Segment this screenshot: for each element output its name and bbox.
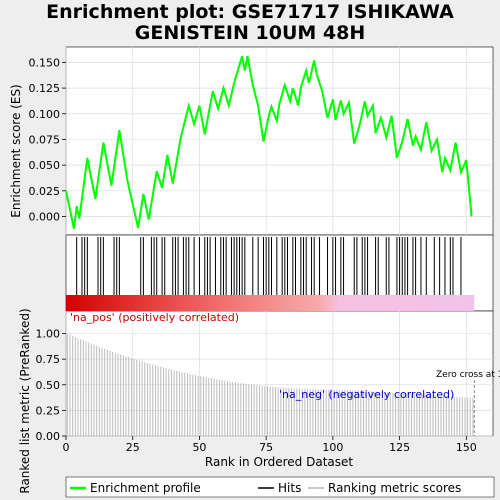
- es-tick-label: 0.000: [29, 211, 61, 224]
- legend-items: Enrichment profile Hits Ranking metric sco…: [70, 481, 461, 495]
- es-tick-label: 0.100: [29, 108, 61, 121]
- hit-markers: [76, 237, 462, 295]
- es-gridlines: [65, 47, 493, 235]
- legend-item: Hits: [258, 481, 301, 495]
- rank-x-tick-label: 50: [192, 441, 206, 454]
- rank-y-tick-label: 0.25: [36, 404, 61, 417]
- neg-correlated-label: 'na_neg' (negatively correlated): [279, 388, 454, 401]
- rank-y-tick-label: 0.50: [36, 379, 61, 392]
- rank-y-axis-label: Ranked list metric (PreRanked): [18, 308, 32, 493]
- es-y-axis-label: Enrichment score (ES): [9, 84, 23, 217]
- rank-x-axis-label: Rank in Ordered Dataset: [205, 455, 353, 469]
- legend-item: Ranking metric scores: [308, 481, 461, 495]
- rank-x-tick-label: 25: [126, 441, 140, 454]
- zero-cross-label: Zero cross at 153: [436, 370, 500, 380]
- legend-label: Ranking metric scores: [328, 481, 461, 495]
- legend-item: Enrichment profile: [70, 481, 201, 495]
- legend-label: Hits: [278, 481, 301, 495]
- es-tick-label: 0.050: [29, 159, 61, 172]
- es-tick-label: 0.125: [29, 82, 61, 95]
- rank-y-ticks: 0.00 0.25 0.50 0.75 1.00: [36, 328, 66, 443]
- es-tick-label: 0.150: [29, 56, 61, 69]
- rank-y-tick-label: 1.00: [36, 328, 61, 341]
- rank-x-tick-label: 100: [322, 441, 343, 454]
- rank-x-ticks: 0 25 50 75 100 125 150: [63, 436, 477, 454]
- title-line-2: GENISTEIN 10UM 48H: [134, 22, 366, 44]
- rank-x-tick-label: 75: [259, 441, 273, 454]
- es-y-ticks: 0.000 0.025 0.050 0.075 0.100 0.125 0.150: [29, 56, 66, 224]
- rank-colorbar: [66, 295, 475, 311]
- pos-correlated-label: 'na_pos' (positively correlated): [70, 311, 239, 324]
- rank-y-tick-label: 0.75: [36, 353, 61, 366]
- ranking-metric-bars: [66, 333, 474, 436]
- rank-x-tick-label: 150: [456, 441, 477, 454]
- legend-label: Enrichment profile: [90, 481, 201, 495]
- chart-title: Enrichment plot: GSE71717 ISHIKAWA GENIS…: [0, 2, 500, 44]
- legend: [65, 476, 495, 498]
- title-line-1: Enrichment plot: GSE71717 ISHIKAWA: [46, 1, 454, 23]
- rank-panel: [65, 310, 494, 437]
- es-tick-label: 0.075: [29, 133, 61, 146]
- rank-x-tick-label: 125: [389, 441, 410, 454]
- es-tick-label: 0.025: [29, 185, 61, 198]
- enrichment-profile-line: [65, 55, 473, 230]
- rank-y-tick-label: 0.00: [36, 430, 61, 443]
- rank-x-tick-label: 0: [63, 441, 70, 454]
